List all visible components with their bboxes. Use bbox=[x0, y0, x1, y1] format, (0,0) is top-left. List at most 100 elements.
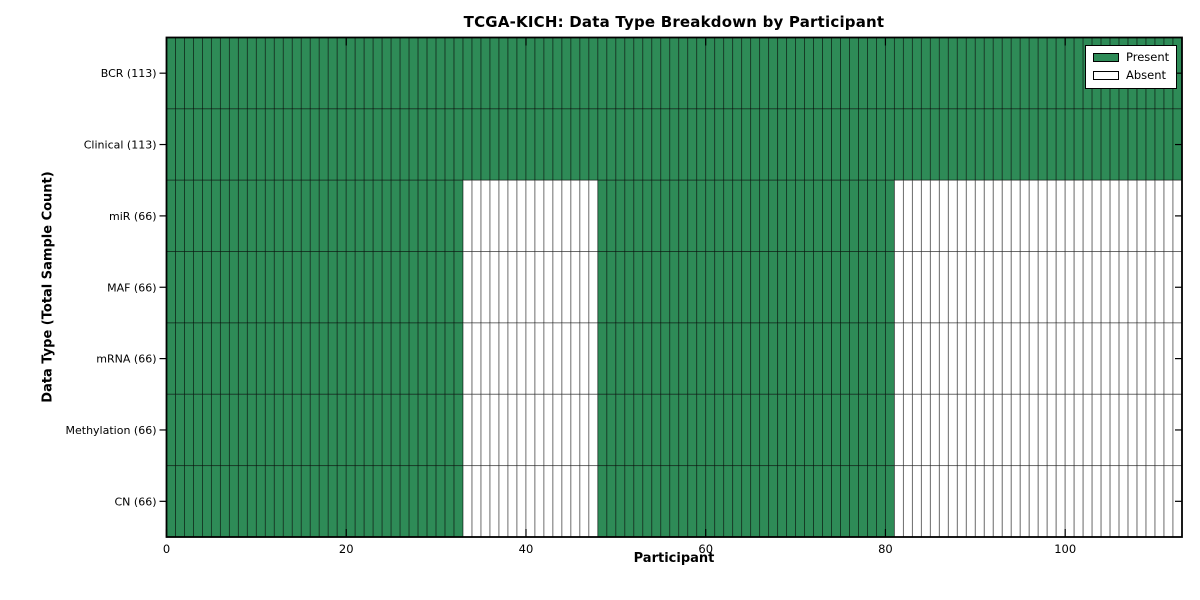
heatmap-cell-absent bbox=[956, 179, 967, 253]
heatmap-cell-present bbox=[804, 393, 814, 467]
heatmap-cell-present bbox=[786, 322, 797, 395]
heatmap-cell-present bbox=[166, 37, 176, 110]
heatmap-cell-absent bbox=[471, 393, 482, 467]
heatmap-cell-present bbox=[741, 322, 752, 395]
heatmap-cell-absent bbox=[525, 251, 536, 324]
heatmap-cell-absent bbox=[489, 393, 500, 467]
heatmap-cell-present bbox=[696, 322, 707, 395]
heatmap-cell-absent bbox=[498, 322, 509, 395]
heatmap-cell-present bbox=[795, 251, 806, 324]
heatmap-cell-present bbox=[732, 322, 743, 395]
heatmap-cell-absent bbox=[1055, 322, 1066, 395]
heatmap-cell-present bbox=[184, 465, 194, 538]
heatmap-cell-present bbox=[381, 37, 392, 110]
heatmap-cell-absent bbox=[552, 322, 563, 395]
heatmap-cell-present bbox=[309, 108, 320, 181]
heatmap-cell-absent bbox=[1064, 179, 1075, 253]
heatmap-cell-present bbox=[237, 393, 248, 467]
legend-item-absent: Absent bbox=[1093, 68, 1169, 83]
heatmap-cell-present bbox=[768, 465, 779, 538]
heatmap-cell-present bbox=[264, 37, 275, 110]
heatmap-cell-absent bbox=[1028, 465, 1039, 538]
heatmap-cell-absent bbox=[489, 251, 500, 324]
heatmap-cell-present bbox=[732, 108, 743, 181]
heatmap-cell-present bbox=[381, 179, 392, 253]
heatmap-cell-present bbox=[219, 37, 230, 110]
heatmap-cell-present bbox=[929, 108, 940, 181]
heatmap-cell-present bbox=[318, 179, 329, 253]
heatmap-cell-absent bbox=[561, 322, 572, 395]
heatmap-cell-present bbox=[184, 322, 194, 395]
heatmap-cell-absent bbox=[938, 251, 949, 324]
heatmap-cell-present bbox=[561, 108, 572, 181]
heatmap-cell-present bbox=[228, 37, 239, 110]
heatmap-cell-absent bbox=[956, 322, 967, 395]
heatmap-cell-present bbox=[399, 179, 410, 253]
heatmap-cell-present bbox=[813, 393, 823, 467]
heatmap-cell-absent bbox=[588, 322, 599, 395]
heatmap-cell-present bbox=[210, 322, 221, 395]
heatmap-cell-present bbox=[246, 108, 257, 181]
heatmap-cell-absent bbox=[1028, 251, 1039, 324]
heatmap-cell-present bbox=[408, 37, 419, 110]
heatmap-cell-present bbox=[336, 37, 347, 110]
heatmap-cell-present bbox=[777, 465, 788, 538]
heatmap-cell-absent bbox=[1055, 393, 1066, 467]
heatmap-cell-present bbox=[318, 465, 329, 538]
heatmap-cell-absent bbox=[992, 251, 1003, 324]
heatmap-cell-present bbox=[363, 251, 374, 324]
heatmap-cell-present bbox=[408, 393, 419, 467]
heatmap-cell-present bbox=[768, 179, 779, 253]
heatmap-cell-absent bbox=[1145, 393, 1156, 467]
heatmap-cell-absent bbox=[983, 322, 994, 395]
heatmap-cell-absent bbox=[947, 179, 958, 253]
heatmap-cell-present bbox=[956, 37, 967, 110]
heatmap-cell-present bbox=[813, 251, 823, 324]
heatmap-cell-present bbox=[399, 108, 410, 181]
heatmap-cell-absent bbox=[893, 322, 904, 395]
heatmap-cell-absent bbox=[1064, 465, 1075, 538]
heatmap-cell-absent bbox=[516, 465, 527, 538]
heatmap-cell-present bbox=[822, 37, 832, 110]
heatmap-cell-present bbox=[732, 393, 743, 467]
heatmap-cell-present bbox=[804, 179, 814, 253]
heatmap-cell-present bbox=[246, 393, 257, 467]
heatmap-cell-present bbox=[669, 108, 680, 181]
heatmap-cell-present bbox=[175, 179, 185, 253]
heatmap-cell-present bbox=[795, 108, 806, 181]
heatmap-cell-present bbox=[219, 251, 230, 324]
heatmap-cell-present bbox=[777, 322, 788, 395]
heatmap-cell-present bbox=[795, 322, 806, 395]
heatmap-cell-absent bbox=[1100, 251, 1111, 324]
heatmap-cell-present bbox=[246, 465, 257, 538]
heatmap-cell-present bbox=[184, 37, 194, 110]
heatmap-cell-present bbox=[255, 179, 266, 253]
heatmap-cell-present bbox=[696, 37, 707, 110]
heatmap-cell-present bbox=[867, 465, 877, 538]
heatmap-cell-present bbox=[759, 465, 770, 538]
heatmap-cell-present bbox=[759, 322, 770, 395]
heatmap-cell-present bbox=[381, 465, 392, 538]
heatmap-cell-absent bbox=[1154, 393, 1165, 467]
heatmap-cell-present bbox=[876, 465, 886, 538]
heatmap-cell-present bbox=[983, 108, 994, 181]
heatmap-cell-absent bbox=[1127, 179, 1138, 253]
heatmap-cell-absent bbox=[480, 393, 491, 467]
heatmap-cell-present bbox=[858, 393, 868, 467]
heatmap-cell-absent bbox=[471, 322, 482, 395]
heatmap-cell-present bbox=[642, 179, 653, 253]
heatmap-cell-present bbox=[1019, 108, 1030, 181]
heatmap-cell-present bbox=[956, 108, 967, 181]
heatmap-cell-absent bbox=[1091, 251, 1102, 324]
heatmap-cell-absent bbox=[498, 179, 509, 253]
heatmap-cell-absent bbox=[561, 393, 572, 467]
heatmap-cell-present bbox=[804, 465, 814, 538]
heatmap-cell-absent bbox=[1001, 179, 1012, 253]
heatmap-cell-present bbox=[345, 251, 356, 324]
heatmap-cell-absent bbox=[992, 322, 1003, 395]
heatmap-cell-present bbox=[264, 251, 275, 324]
heatmap-cell-present bbox=[804, 37, 814, 110]
heatmap-cell-present bbox=[480, 37, 491, 110]
heatmap-cell-present bbox=[444, 393, 455, 467]
heatmap-cell-present bbox=[660, 108, 671, 181]
